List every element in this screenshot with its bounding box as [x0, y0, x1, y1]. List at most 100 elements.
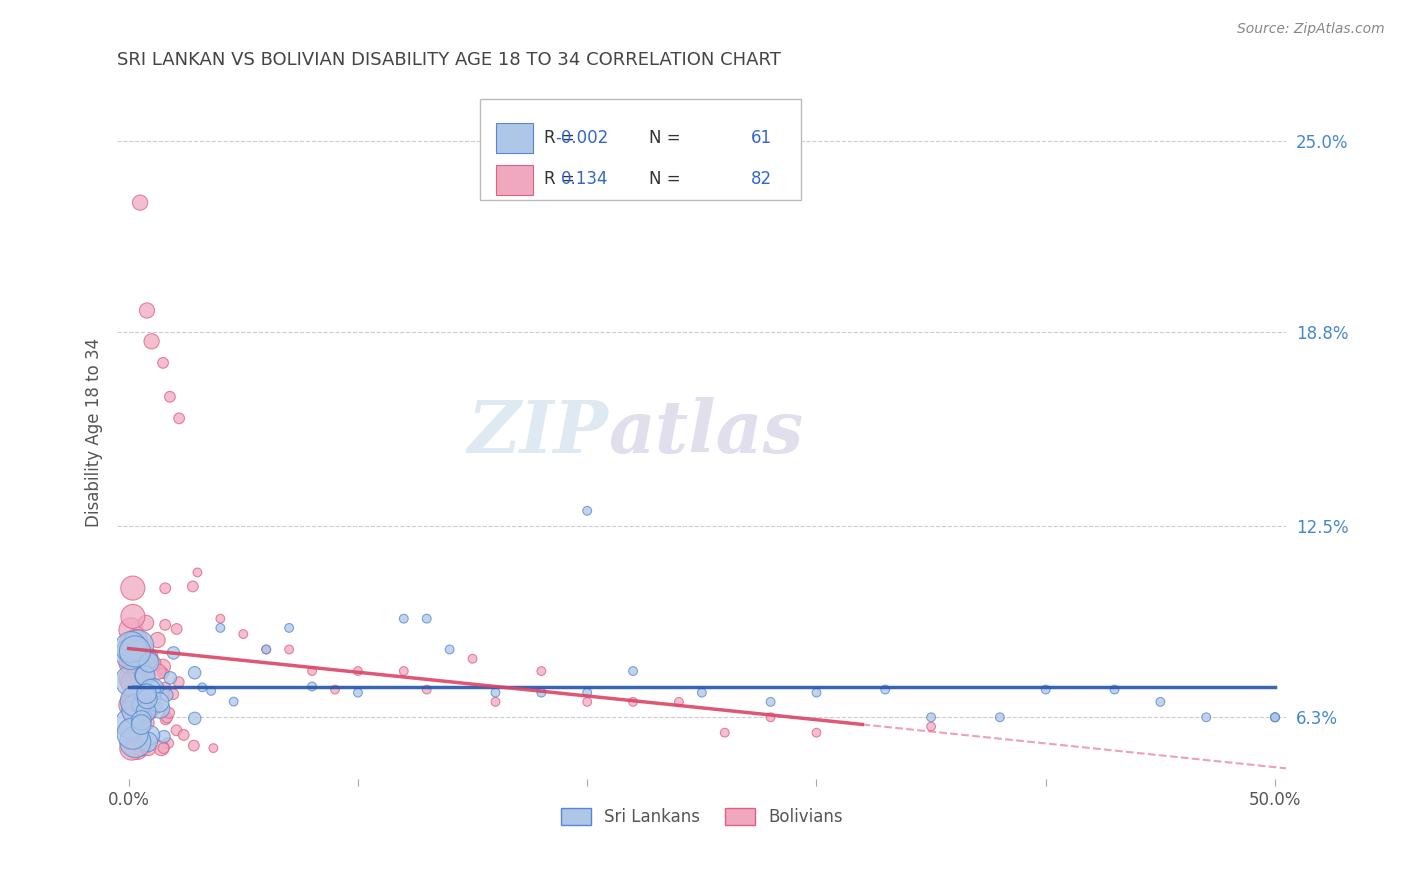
Point	[415, 612, 437, 626]
Point	[484, 685, 506, 699]
Point	[120, 640, 142, 654]
Point	[162, 687, 184, 701]
Point	[759, 695, 782, 709]
Legend: Sri Lankans, Bolivians: Sri Lankans, Bolivians	[554, 802, 849, 833]
Point	[152, 356, 174, 370]
Point	[415, 682, 437, 697]
Point	[125, 740, 148, 755]
Point	[222, 695, 245, 709]
FancyBboxPatch shape	[496, 123, 533, 153]
Point	[142, 657, 165, 671]
Point	[124, 705, 146, 719]
Text: R =: R =	[544, 128, 581, 146]
Point	[121, 722, 143, 736]
Point	[156, 710, 179, 724]
Point	[209, 621, 232, 635]
Point	[122, 675, 145, 690]
Point	[139, 648, 162, 663]
Text: N =: N =	[650, 128, 686, 146]
FancyBboxPatch shape	[496, 164, 533, 195]
Point	[392, 664, 415, 678]
Point	[121, 581, 143, 595]
Point	[122, 654, 145, 668]
Point	[153, 730, 176, 744]
Point	[186, 566, 208, 580]
Point	[301, 664, 323, 678]
Point	[127, 639, 149, 653]
Point	[142, 691, 165, 706]
Point	[576, 685, 599, 699]
Point	[120, 716, 142, 731]
Text: ZIP: ZIP	[467, 397, 609, 467]
Point	[254, 642, 277, 657]
Point	[392, 612, 415, 626]
Point	[576, 695, 599, 709]
Point	[166, 622, 188, 636]
Point	[121, 649, 143, 664]
Point	[135, 705, 157, 719]
Point	[124, 644, 146, 658]
Text: SRI LANKAN VS BOLIVIAN DISABILITY AGE 18 TO 34 CORRELATION CHART: SRI LANKAN VS BOLIVIAN DISABILITY AGE 18…	[117, 51, 782, 69]
Text: R =: R =	[544, 170, 581, 188]
Point	[1195, 710, 1218, 724]
Point	[278, 621, 301, 635]
Point	[120, 698, 142, 712]
Point	[136, 741, 159, 756]
Point	[875, 682, 897, 697]
Point	[439, 642, 461, 657]
Point	[124, 735, 146, 749]
Point	[254, 642, 277, 657]
Point	[621, 664, 644, 678]
Point	[120, 673, 142, 688]
Point	[530, 664, 553, 678]
Point	[125, 641, 148, 656]
Point	[806, 725, 828, 739]
Point	[1149, 695, 1171, 709]
Point	[129, 702, 152, 716]
Point	[146, 633, 169, 648]
Point	[139, 682, 162, 697]
Point	[920, 719, 942, 733]
Point	[121, 727, 143, 741]
Point	[124, 692, 146, 706]
Point	[156, 688, 179, 702]
Point	[120, 656, 142, 670]
Point	[152, 659, 174, 673]
Point	[183, 665, 205, 680]
Text: 82: 82	[751, 170, 772, 188]
Point	[135, 615, 157, 630]
Point	[132, 669, 155, 683]
Point	[125, 634, 148, 648]
Point	[152, 741, 174, 756]
Point	[139, 728, 162, 742]
Point	[142, 681, 165, 696]
Point	[153, 681, 176, 695]
Point	[202, 741, 225, 756]
Point	[461, 651, 484, 665]
Point	[155, 582, 177, 596]
Point	[183, 739, 205, 753]
Point	[125, 694, 148, 708]
Point	[162, 646, 184, 660]
Point	[1264, 710, 1286, 724]
Point	[135, 687, 157, 701]
Point	[484, 695, 506, 709]
Point	[209, 612, 232, 626]
Point	[232, 627, 254, 641]
Text: 61: 61	[751, 128, 772, 146]
Point	[138, 656, 160, 670]
Point	[191, 681, 214, 695]
Point	[134, 668, 156, 682]
Point	[1264, 710, 1286, 724]
Point	[141, 334, 163, 349]
Point	[690, 685, 713, 699]
Point	[1104, 682, 1126, 697]
Point	[120, 623, 142, 637]
Point	[323, 682, 346, 697]
Point	[167, 411, 190, 425]
Point	[988, 710, 1011, 724]
Point	[149, 701, 172, 715]
Point	[173, 728, 195, 742]
Point	[129, 195, 152, 210]
Point	[759, 710, 782, 724]
